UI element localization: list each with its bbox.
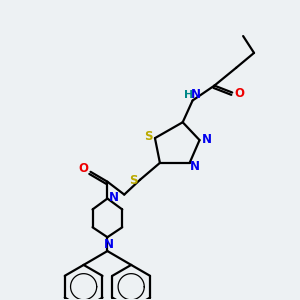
Text: N: N	[190, 88, 201, 101]
Text: N: N	[109, 191, 119, 204]
Text: N: N	[190, 160, 200, 173]
Text: S: S	[129, 174, 137, 187]
Text: O: O	[234, 87, 244, 100]
Text: N: N	[103, 238, 113, 250]
Text: O: O	[79, 162, 88, 175]
Text: N: N	[202, 133, 212, 146]
Text: H: H	[184, 89, 193, 100]
Text: S: S	[144, 130, 152, 142]
